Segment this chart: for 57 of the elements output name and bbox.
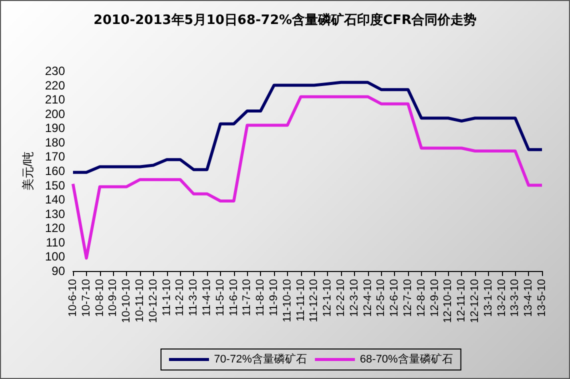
y-tick-label: 180: [44, 135, 66, 150]
x-tick-label: 12-6-10: [388, 279, 401, 317]
x-tick-label: 11-9-10: [268, 279, 280, 316]
x-tick-label: 12-2-10: [335, 279, 347, 317]
x-tick-label: 10-11-10: [134, 279, 146, 322]
x-tick-label: 11-1-10: [160, 279, 173, 316]
y-tick-label: 220: [44, 78, 66, 92]
y-tick-label: 200: [44, 106, 66, 121]
x-tick-label: 12-8-10: [415, 279, 428, 317]
x-tick-label: 11-10-10: [281, 279, 294, 322]
y-tick-label: 130: [44, 206, 66, 221]
y-tick-label: 120: [44, 221, 66, 236]
x-tick-label: 11-11-10: [294, 279, 307, 322]
y-tick-label: 100: [44, 250, 66, 264]
line-series: [72, 95, 544, 260]
x-tick-label: 12-12-10: [469, 279, 481, 324]
x-tick-label: 13-2-10: [496, 279, 508, 317]
y-axis-title: 美元/吨: [21, 151, 36, 191]
x-tick-label: 12-9-10: [428, 279, 441, 317]
x-tick-label: 11-12-10: [308, 279, 320, 322]
x-tick-label: 12-3-10: [348, 279, 360, 317]
line-series: [72, 80, 544, 174]
x-tick-label: 12-5-10: [375, 279, 388, 317]
x-tick-label: 11-6-10: [228, 279, 240, 316]
y-tick-label: 170: [44, 150, 66, 164]
y-tick-label: 160: [44, 164, 66, 178]
y-tick-label: 230: [44, 64, 66, 78]
legend-label: 70-72%含量磷矿石: [214, 352, 307, 366]
x-tick-label: 13-3-10: [509, 279, 522, 317]
x-tick-label: 11-5-10: [214, 279, 226, 316]
x-tick-label: 11-2-10: [174, 279, 186, 316]
x-tick-label: 10-8-10: [94, 279, 106, 317]
x-tick-label: 10-6-10: [67, 279, 79, 317]
x-tick-label: 11-8-10: [254, 279, 267, 316]
x-tick-label: 11-4-10: [201, 279, 213, 316]
x-tick-label: 10-7-10: [80, 279, 92, 317]
x-tick-label: 12-1-10: [322, 279, 334, 317]
x-tick-label: 11-3-10: [188, 279, 200, 316]
x-tick-label: 13-1-10: [482, 279, 494, 317]
legend-label: 68-70%含量磷矿石: [360, 352, 453, 366]
x-tick-label: 13-5-10: [536, 279, 548, 317]
x-tick-label: 10-10-10: [120, 279, 133, 324]
x-tick-label: 11-7-10: [241, 279, 254, 316]
x-tick-label: 12-4-10: [362, 279, 374, 317]
y-tick-label: 150: [44, 178, 66, 192]
y-tick-label: 190: [44, 121, 66, 136]
y-tick-label: 210: [44, 92, 66, 107]
y-tick-label: 90: [52, 264, 66, 278]
x-tick-label: 10-9-10: [107, 279, 120, 317]
x-tick-label: 12-11-10: [456, 279, 468, 322]
x-tick-label: 10-12-10: [147, 279, 160, 324]
chart-title: 2010-2013年5月10日68-72%含量磷矿石印度CFR合同价走势: [94, 12, 476, 28]
x-tick-label: 12-7-10: [402, 279, 414, 317]
y-tick-label: 110: [46, 235, 66, 250]
y-tick-label: 140: [44, 192, 66, 207]
x-tick-label: 12-10-10: [442, 279, 454, 324]
x-tick-label: 13-4-10: [522, 279, 535, 317]
